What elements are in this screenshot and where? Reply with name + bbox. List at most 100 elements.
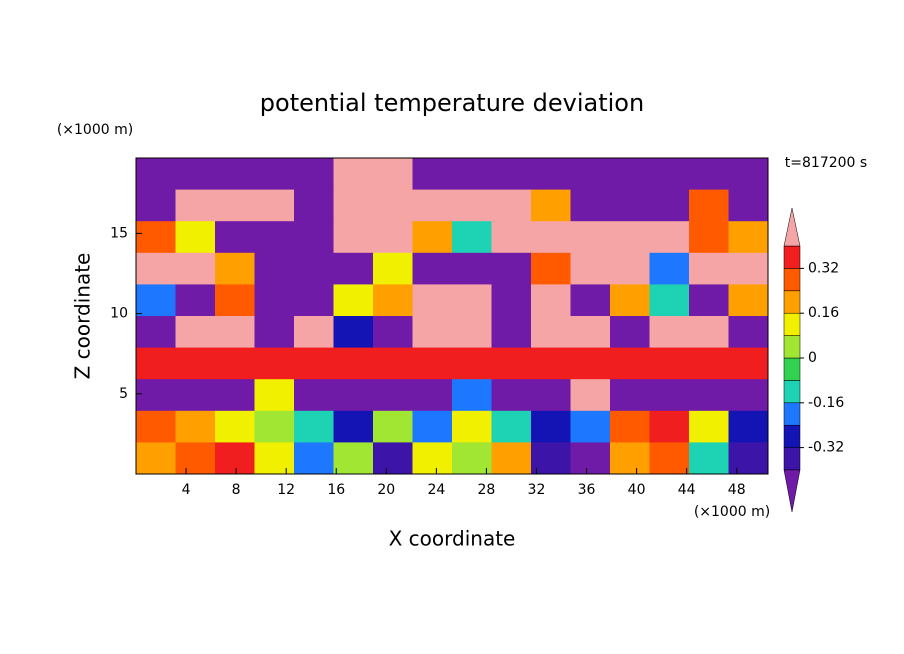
field-cell <box>649 252 690 285</box>
field-cell <box>333 442 374 475</box>
field-cell <box>728 347 769 380</box>
y-axis-label: Z coordinate <box>71 253 95 380</box>
field-cell <box>728 316 769 349</box>
colorbar-tick-label: -0.32 <box>808 440 844 456</box>
field-cell <box>333 347 374 380</box>
field-cell <box>728 158 769 191</box>
field-cell <box>452 410 492 443</box>
field-cell <box>570 158 611 191</box>
colorbar-segment <box>783 268 801 292</box>
x-axis-label: X coordinate <box>389 527 516 551</box>
field-cell <box>570 252 611 285</box>
time-annotation: t=817200 s <box>785 155 867 171</box>
field-cell <box>136 347 176 380</box>
field-cell <box>531 284 571 317</box>
field-cell <box>531 347 571 380</box>
field-cell <box>728 379 769 412</box>
field-cell <box>333 252 374 285</box>
x-tick-label: 8 <box>232 482 241 498</box>
field-cell <box>649 221 690 254</box>
field-cell <box>254 379 295 412</box>
field-cell <box>610 410 650 443</box>
field-cell <box>215 252 255 285</box>
field-cell <box>491 158 532 191</box>
field-cell <box>452 189 492 222</box>
field-cell <box>649 379 690 412</box>
x-tick-label: 32 <box>528 482 546 498</box>
field-cell <box>491 410 532 443</box>
field-cell <box>649 442 690 475</box>
field-cell <box>136 442 176 475</box>
field-cell <box>215 410 255 443</box>
colorbar-arrow-top <box>783 207 801 247</box>
field-cell <box>294 284 334 317</box>
field-cell <box>531 252 571 285</box>
field-cell <box>728 221 769 254</box>
field-cell <box>254 252 295 285</box>
x-tick-label: 20 <box>377 482 395 498</box>
field-cell <box>412 442 453 475</box>
field-cell <box>689 189 729 222</box>
field-cell <box>531 379 571 412</box>
field-cell <box>689 442 729 475</box>
field-cell <box>333 316 374 349</box>
field-cell <box>294 410 334 443</box>
field-cell <box>452 158 492 191</box>
field-cell <box>294 442 334 475</box>
y-tick-label: 5 <box>119 386 128 402</box>
field-cell <box>254 347 295 380</box>
x-tick-label: 16 <box>327 482 345 498</box>
field-cell <box>610 221 650 254</box>
field-cell <box>175 442 216 475</box>
field-cell <box>649 347 690 380</box>
field-cell <box>570 284 611 317</box>
colorbar-tick-label: 0.16 <box>808 305 839 321</box>
field-cell <box>452 316 492 349</box>
field-cell <box>531 442 571 475</box>
field-cell <box>215 379 255 412</box>
field-cell <box>175 189 216 222</box>
field-cell <box>728 284 769 317</box>
field-cell <box>175 158 216 191</box>
field-cell <box>254 410 295 443</box>
field-cell <box>689 284 729 317</box>
field-cell <box>294 158 334 191</box>
x-tick-label: 44 <box>678 482 696 498</box>
field-cell <box>412 316 453 349</box>
field-cell <box>452 221 492 254</box>
x-tick-label: 4 <box>182 482 191 498</box>
field-cell <box>254 442 295 475</box>
colorbar-segment <box>783 380 801 404</box>
field-cell <box>728 442 769 475</box>
plot-frame <box>135 157 769 475</box>
field-cell <box>215 347 255 380</box>
field-cell <box>215 442 255 475</box>
field-cell <box>570 347 611 380</box>
field-cell <box>254 189 295 222</box>
field-cell <box>333 379 374 412</box>
field-cell <box>689 252 729 285</box>
field-cell <box>175 410 216 443</box>
field-cell <box>175 347 216 380</box>
field-cell <box>531 189 571 222</box>
field-cell <box>412 221 453 254</box>
field-cell <box>294 316 334 349</box>
field-cell <box>491 347 532 380</box>
field-cell <box>215 189 255 222</box>
field-cell <box>531 316 571 349</box>
field-cell <box>175 284 216 317</box>
field-cell <box>491 252 532 285</box>
field-cell <box>649 316 690 349</box>
field-cell <box>254 316 295 349</box>
field-cell <box>610 442 650 475</box>
field-cell <box>689 410 729 443</box>
y-tick-label: 10 <box>110 306 128 322</box>
field-cell <box>649 189 690 222</box>
field-cell <box>649 410 690 443</box>
field-cell <box>531 221 571 254</box>
field-cell <box>491 316 532 349</box>
colorbar-segment <box>783 290 801 314</box>
colorbar-tick-label: 0.32 <box>808 260 839 276</box>
field-cell <box>294 221 334 254</box>
field-cell <box>333 284 374 317</box>
